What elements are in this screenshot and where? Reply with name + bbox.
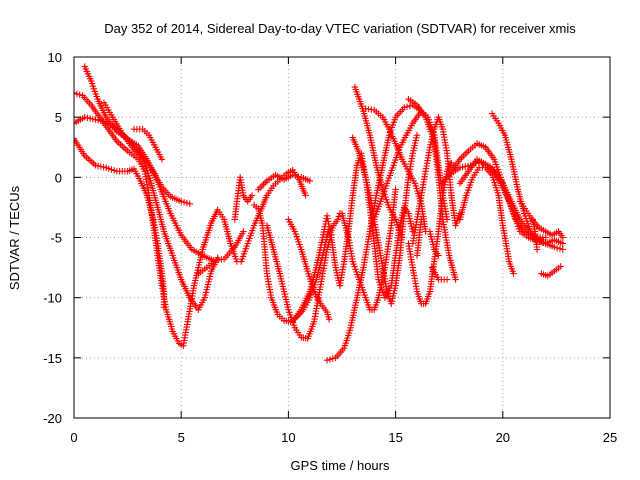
y-tick-label: 10 — [48, 50, 62, 65]
series-markers — [538, 263, 564, 280]
y-tick-label: -5 — [50, 231, 62, 246]
series-track-29 — [456, 164, 517, 277]
x-tick-label: 25 — [603, 430, 617, 445]
x-tick-label: 10 — [281, 430, 295, 445]
series-markers — [74, 135, 168, 311]
chart-title: Day 352 of 2014, Sidereal Day-to-day VTE… — [104, 21, 576, 36]
series-markers — [426, 228, 442, 259]
series-markers — [100, 99, 193, 207]
series-track-4 — [74, 135, 168, 311]
y-axis-label: SDTVAR / TECUs — [7, 185, 22, 290]
series-track-28 — [428, 264, 451, 283]
series-track-36 — [529, 216, 541, 253]
series-track-15 — [325, 210, 344, 239]
series-track-35 — [538, 263, 564, 280]
series-markers — [529, 216, 541, 253]
series-track-8 — [231, 174, 256, 223]
y-tick-label: -15 — [43, 351, 62, 366]
x-tick-label: 0 — [70, 430, 77, 445]
series-markers — [130, 126, 166, 163]
series-markers — [325, 210, 344, 239]
series-markers — [351, 83, 406, 241]
series-markers — [428, 264, 451, 283]
series-markers — [446, 158, 547, 244]
series-track-32 — [446, 158, 547, 244]
series-track-14 — [285, 216, 333, 323]
series-track-5 — [100, 99, 193, 207]
series-markers — [195, 258, 217, 277]
series-track-20 — [351, 83, 406, 241]
series-track-24 — [409, 114, 464, 247]
series-track-26 — [426, 228, 442, 259]
y-tick-label: -10 — [43, 291, 62, 306]
x-tick-label: 15 — [388, 430, 402, 445]
series-markers — [409, 114, 464, 247]
series-markers — [456, 164, 517, 277]
series-markers — [255, 171, 313, 193]
series-track-6 — [130, 126, 166, 163]
x-axis-label: GPS time / hours — [291, 458, 390, 473]
y-tick-label: -20 — [43, 411, 62, 426]
y-tick-label: 5 — [55, 110, 62, 125]
series-markers — [413, 216, 425, 259]
series-markers — [231, 174, 256, 223]
series-track-27 — [413, 216, 425, 259]
x-tick-label: 5 — [178, 430, 185, 445]
y-tick-label: 0 — [55, 170, 62, 185]
data-series — [74, 63, 566, 364]
series-track-11 — [255, 171, 313, 193]
axis-ticks: 0 5 10 15 20 25 -20 -15 -10 -5 0 5 10 — [43, 50, 617, 445]
x-tick-label: 20 — [496, 430, 510, 445]
series-markers — [285, 216, 333, 323]
series-track-7 — [195, 258, 217, 277]
